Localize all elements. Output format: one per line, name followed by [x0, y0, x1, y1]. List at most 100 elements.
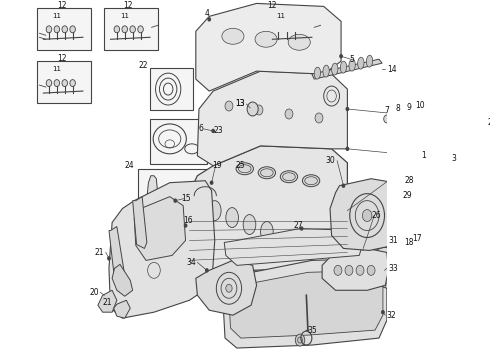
Circle shape [46, 80, 52, 87]
Text: 12: 12 [268, 1, 277, 10]
Ellipse shape [258, 167, 275, 179]
Circle shape [414, 241, 416, 244]
Text: 9: 9 [407, 103, 412, 112]
Text: 19: 19 [212, 161, 222, 170]
Circle shape [293, 26, 298, 33]
Text: 21: 21 [102, 298, 112, 307]
Text: 30: 30 [326, 156, 336, 165]
Ellipse shape [226, 208, 239, 228]
Circle shape [346, 108, 348, 111]
Ellipse shape [302, 175, 320, 187]
Ellipse shape [208, 201, 221, 221]
Circle shape [363, 210, 372, 221]
Circle shape [383, 283, 386, 287]
Text: 18: 18 [404, 238, 414, 247]
Text: 27: 27 [294, 221, 303, 230]
Text: 2: 2 [487, 118, 490, 127]
Text: 11: 11 [120, 13, 129, 19]
Circle shape [346, 147, 348, 150]
Bar [150, 68, 194, 110]
Polygon shape [196, 260, 257, 315]
Ellipse shape [222, 28, 244, 44]
Text: 11: 11 [276, 13, 286, 19]
Text: 25: 25 [235, 161, 245, 170]
Circle shape [391, 246, 394, 250]
Circle shape [138, 26, 143, 33]
Polygon shape [229, 270, 383, 338]
Text: 31: 31 [389, 236, 398, 245]
Polygon shape [196, 3, 341, 91]
Circle shape [208, 18, 210, 21]
Ellipse shape [288, 34, 310, 50]
Bar [265, 8, 318, 50]
Circle shape [70, 26, 75, 33]
Circle shape [375, 246, 378, 250]
Polygon shape [312, 59, 382, 79]
Text: 11: 11 [52, 66, 61, 72]
Text: 10: 10 [415, 100, 425, 109]
Text: 13: 13 [235, 99, 245, 108]
Polygon shape [224, 229, 363, 265]
Text: 4: 4 [204, 9, 209, 18]
Ellipse shape [358, 57, 364, 69]
Bar [104, 8, 158, 50]
Circle shape [417, 109, 423, 117]
Text: 8: 8 [395, 104, 400, 113]
Polygon shape [146, 176, 159, 213]
Text: 7: 7 [385, 107, 390, 116]
Circle shape [315, 113, 323, 123]
Circle shape [226, 284, 232, 292]
Polygon shape [114, 300, 130, 318]
Text: 35: 35 [307, 325, 317, 334]
Bar [37, 8, 91, 50]
Ellipse shape [314, 67, 320, 79]
Circle shape [62, 80, 68, 87]
Bar [138, 169, 229, 217]
Text: 12: 12 [123, 1, 133, 10]
Circle shape [334, 265, 342, 275]
Circle shape [346, 209, 348, 212]
Polygon shape [197, 71, 347, 166]
Circle shape [122, 26, 127, 33]
Text: 28: 28 [404, 176, 414, 185]
Circle shape [46, 26, 52, 33]
Text: 17: 17 [412, 234, 422, 243]
Polygon shape [109, 181, 215, 318]
Text: 12: 12 [57, 54, 66, 63]
Text: 33: 33 [389, 264, 398, 273]
Text: 21: 21 [95, 248, 104, 257]
Circle shape [362, 247, 365, 250]
Circle shape [54, 26, 60, 33]
Circle shape [367, 265, 375, 275]
Polygon shape [360, 238, 409, 288]
Text: 29: 29 [403, 191, 412, 200]
Text: 3: 3 [452, 154, 456, 163]
Circle shape [70, 80, 75, 87]
Circle shape [285, 109, 293, 119]
Circle shape [396, 253, 400, 257]
Text: 34: 34 [186, 258, 196, 267]
Circle shape [382, 311, 384, 314]
Circle shape [130, 26, 135, 33]
Text: 26: 26 [371, 211, 381, 220]
Circle shape [399, 264, 402, 267]
Circle shape [395, 113, 401, 121]
Circle shape [369, 273, 372, 277]
Text: 20: 20 [89, 288, 98, 297]
Circle shape [381, 260, 389, 270]
Text: 15: 15 [181, 194, 190, 203]
Text: 23: 23 [213, 126, 223, 135]
Circle shape [114, 26, 120, 33]
Circle shape [275, 26, 281, 33]
Circle shape [247, 102, 258, 116]
Polygon shape [133, 197, 147, 248]
Text: 22: 22 [139, 61, 148, 70]
Circle shape [184, 224, 187, 227]
Polygon shape [330, 179, 401, 251]
Circle shape [255, 105, 263, 115]
Circle shape [345, 265, 353, 275]
Circle shape [383, 243, 386, 247]
Ellipse shape [340, 61, 346, 73]
Bar [37, 61, 91, 103]
Circle shape [406, 111, 412, 119]
